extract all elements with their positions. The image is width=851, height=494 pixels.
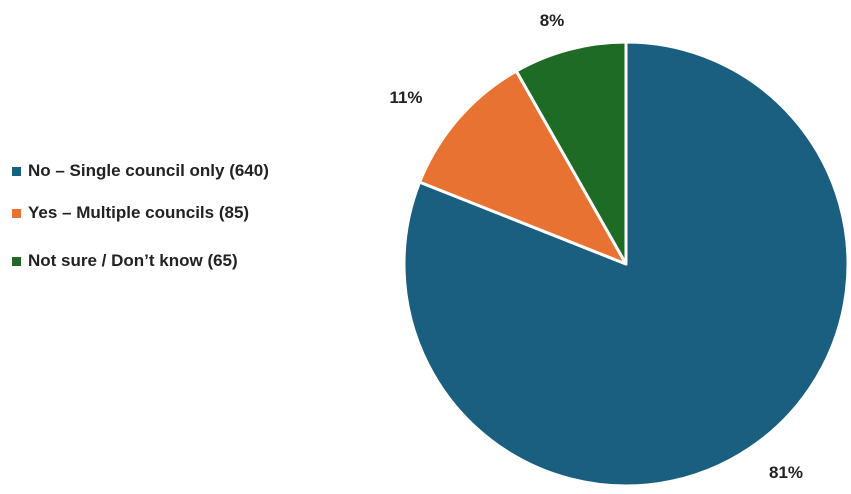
legend-item-not-sure: Not sure / Don’t know (65) — [12, 250, 312, 272]
pie-slice-yes — [418, 69, 628, 266]
legend-label-yes: Yes – Multiple councils (85) — [28, 203, 250, 222]
slice-label-no: 81% — [769, 463, 803, 482]
legend-swatch-no — [12, 167, 21, 176]
legend-label-no: No – Single council only (640) — [28, 161, 269, 180]
pie-slice-not-sure — [514, 40, 628, 266]
legend-label-not-sure: Not sure / Don’t know (65) — [28, 251, 238, 270]
slice-labels: 81% 11% 8% — [389, 11, 803, 482]
legend-swatch-not-sure — [12, 257, 21, 266]
pie-slices — [402, 40, 850, 488]
slice-label-not-sure: 8% — [540, 11, 565, 30]
legend-swatch-yes — [12, 209, 21, 218]
legend-item-yes: Yes – Multiple councils (85) — [12, 202, 312, 224]
legend: No – Single council only (640) Yes – Mul… — [12, 160, 312, 292]
legend-item-no: No – Single council only (640) — [12, 160, 312, 182]
slice-label-yes: 11% — [389, 88, 422, 107]
